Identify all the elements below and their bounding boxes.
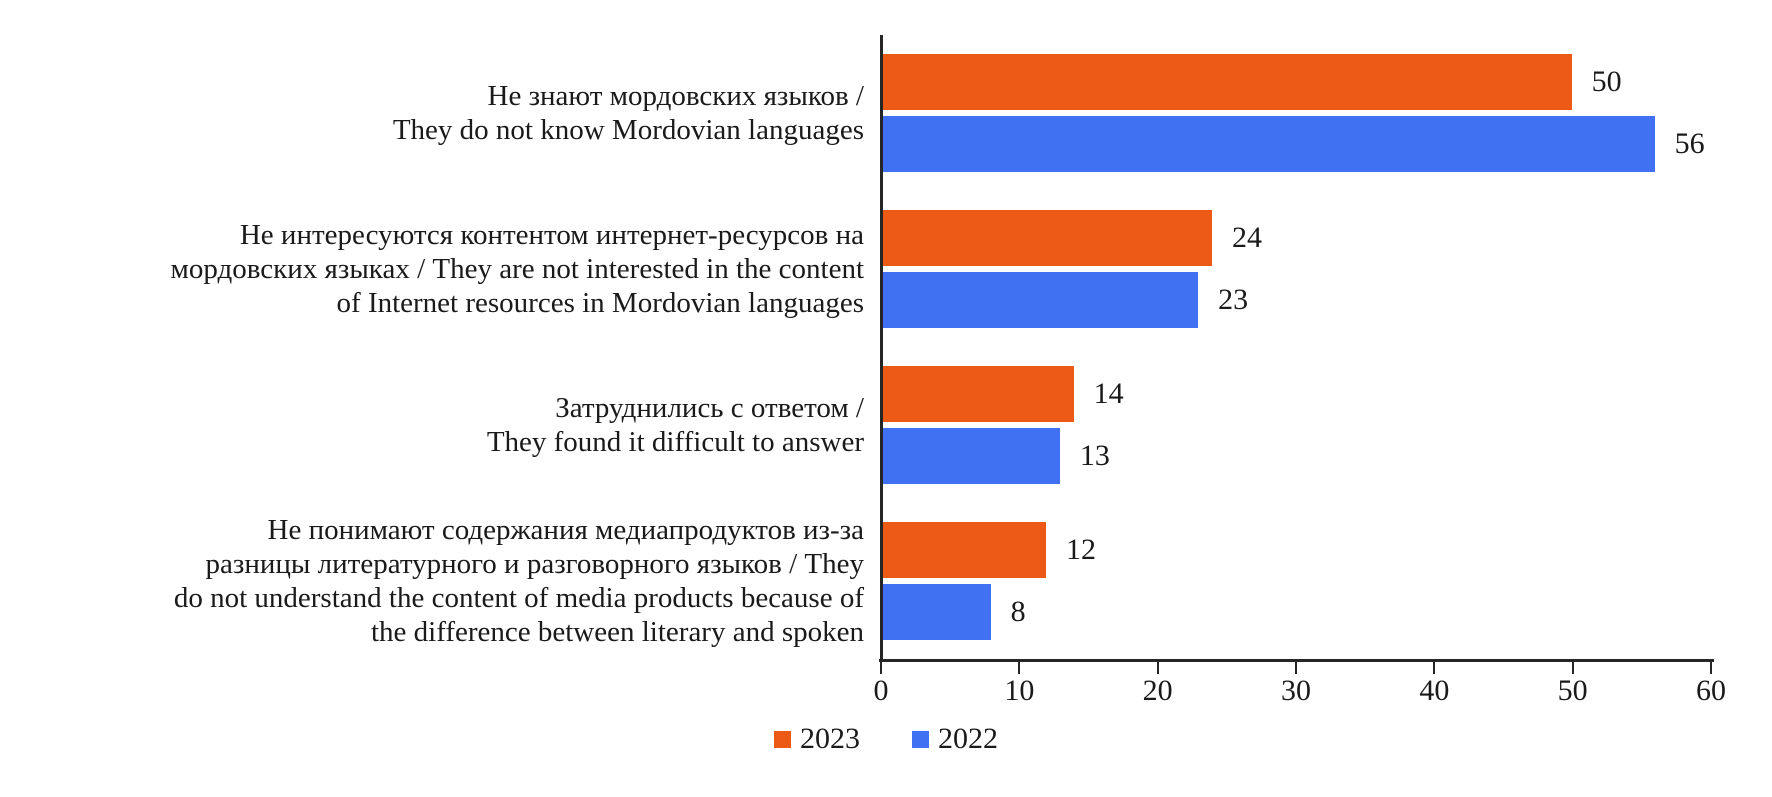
- category-row: Затруднились с ответом / They found it d…: [0, 347, 1772, 503]
- bar-2022: [880, 584, 991, 640]
- tick-label: 30: [1281, 674, 1311, 707]
- bar-value-label: 50: [1591, 65, 1622, 98]
- tick-label: 40: [1419, 674, 1450, 707]
- category-label: Затруднились с ответом / They found it d…: [0, 347, 880, 503]
- bar-2022: [880, 272, 1199, 328]
- category-label: Не понимают содержания медиапродуктов из…: [0, 503, 880, 659]
- y-axis-line: [880, 35, 883, 659]
- x-axis-ticks: 0 10 20 30 40 50 60: [874, 662, 1726, 718]
- legend-swatch-2022: [912, 730, 929, 748]
- bar-line: 23: [880, 272, 1710, 328]
- bar-line: 12: [880, 522, 1710, 578]
- tick-label: 50: [1557, 674, 1588, 707]
- bar-value-label: 12: [1066, 533, 1096, 566]
- bar-2023: [880, 522, 1046, 578]
- bar-line: 24: [880, 210, 1710, 266]
- bar-2022: [880, 116, 1655, 172]
- x-axis-line: [879, 659, 1714, 662]
- bar-2023: [880, 210, 1212, 266]
- bar-value-label: 56: [1674, 127, 1705, 160]
- category-label: Не интересуются контентом интернет-ресур…: [0, 191, 880, 347]
- tick-label: 60: [1696, 674, 1726, 707]
- bar-2023: [880, 54, 1572, 110]
- bar-value-label: 14: [1093, 377, 1124, 410]
- tick-label: 10: [1004, 674, 1035, 707]
- bar-group: 12 8: [880, 503, 1710, 659]
- bar-value-label: 8: [1010, 595, 1026, 628]
- tick-mark: [1295, 662, 1297, 674]
- tick-label: 0: [873, 674, 889, 707]
- bar-group: 24 23: [880, 191, 1710, 347]
- tick-mark: [1018, 662, 1021, 674]
- legend-item-2023: 2023: [774, 722, 860, 756]
- plot-area: Не знают мордовских языков / They do not…: [0, 35, 1772, 659]
- bar-line: 13: [880, 428, 1710, 484]
- category-row: Не знают мордовских языков / They do not…: [0, 35, 1772, 191]
- bar-group: 50 56: [880, 35, 1710, 191]
- category-label: Не знают мордовских языков / They do not…: [0, 35, 880, 191]
- tick-mark: [1710, 662, 1712, 674]
- tick-mark: [1571, 662, 1574, 674]
- tick-mark: [1433, 662, 1436, 674]
- bar-line: 50: [880, 54, 1710, 110]
- bar-2022: [880, 428, 1060, 484]
- bar-line: 14: [880, 366, 1710, 422]
- category-label-text: Не интересуются контентом интернет-ресур…: [170, 219, 864, 319]
- category-label-text: Не понимают содержания медиапродуктов из…: [173, 514, 864, 648]
- legend-item-2022: 2022: [912, 722, 998, 756]
- bar-line: 56: [880, 116, 1710, 172]
- legend-label-2022: 2022: [938, 722, 998, 755]
- category-label-text: Не знают мордовских языков / They do not…: [392, 80, 864, 146]
- bar-value-label: 13: [1079, 439, 1110, 472]
- category-row: Не интересуются контентом интернет-ресур…: [0, 191, 1772, 347]
- bar-group: 14 13: [880, 347, 1710, 503]
- tick-mark: [880, 662, 882, 674]
- legend-swatch-2023: [774, 730, 791, 748]
- bar-2023: [880, 366, 1074, 422]
- bar-line: 8: [880, 584, 1710, 640]
- tick-mark: [1156, 662, 1159, 674]
- category-row: Не понимают содержания медиапродуктов из…: [0, 503, 1772, 659]
- tick-label: 20: [1142, 674, 1173, 707]
- category-label-text: Затруднились с ответом / They found it d…: [486, 392, 864, 458]
- legend-label-2023: 2023: [800, 722, 860, 755]
- bar-value-label: 23: [1218, 283, 1249, 316]
- legend: 2023 2022: [0, 722, 1772, 756]
- bar-value-label: 24: [1232, 221, 1262, 254]
